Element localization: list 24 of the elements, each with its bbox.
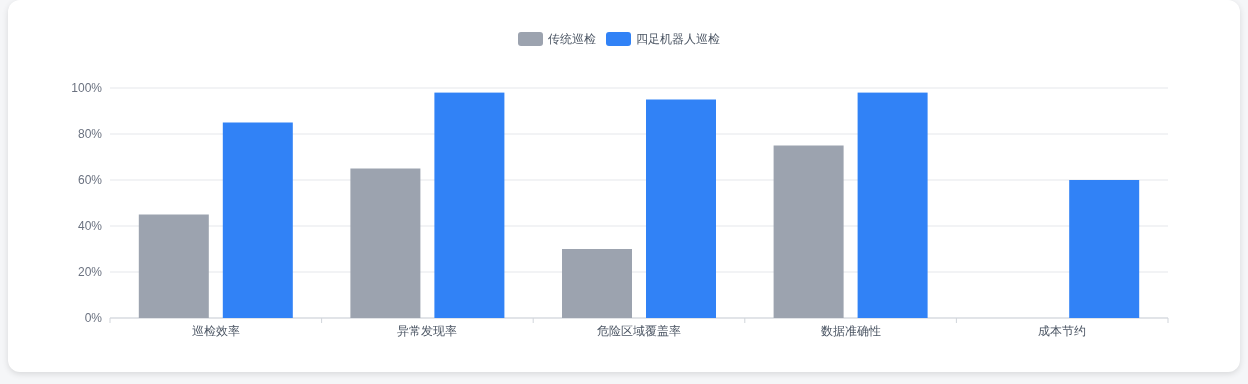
legend-item: 四足机器人巡检 (606, 32, 720, 46)
y-tick-label: 40% (77, 219, 103, 233)
legend-label: 四足机器人巡检 (636, 32, 720, 46)
legend-item: 传统巡检 (518, 32, 596, 46)
x-tick-label: 巡检效率 (191, 324, 240, 338)
y-tick-label: 60% (77, 173, 103, 187)
x-tick-label: 异常发现率 (397, 324, 458, 338)
bar (434, 92, 505, 318)
y-tick-label: 100% (71, 81, 103, 95)
y-tick-label: 20% (77, 265, 103, 279)
y-tick-label: 80% (77, 127, 103, 141)
bar (222, 122, 293, 318)
legend-label: 传统巡检 (548, 32, 596, 46)
bar (646, 99, 716, 318)
bar (350, 168, 421, 318)
x-tick-label: 数据准确性 (820, 324, 881, 338)
y-tick-label: 0% (84, 311, 103, 325)
bar (857, 92, 928, 318)
bar (562, 249, 632, 318)
x-tick-label: 危险区域覆盖率 (597, 324, 681, 338)
bar (138, 214, 209, 318)
bar (1069, 180, 1140, 318)
bar (773, 145, 844, 318)
x-tick-label: 成本节约 (1038, 324, 1087, 338)
